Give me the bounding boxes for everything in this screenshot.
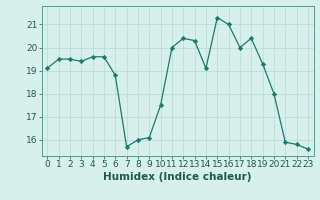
X-axis label: Humidex (Indice chaleur): Humidex (Indice chaleur) [103,172,252,182]
